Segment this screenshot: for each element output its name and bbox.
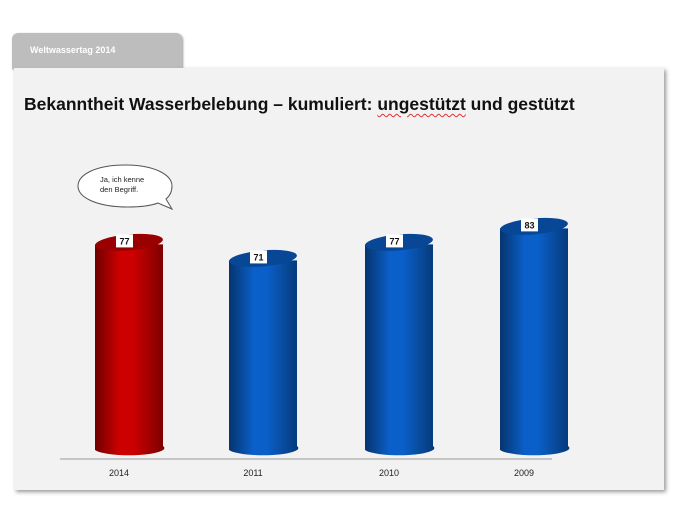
- bar-2009: 83: [500, 217, 570, 456]
- data-label: 77: [119, 236, 129, 246]
- bar-body: [95, 244, 165, 456]
- x-tick-label: 2010: [379, 468, 399, 478]
- bar-body: [500, 228, 570, 456]
- data-label: 71: [253, 252, 263, 262]
- bar-2010: 77: [365, 233, 435, 456]
- data-label: 77: [389, 236, 399, 246]
- tab-label: Weltwassertag 2014: [30, 45, 116, 55]
- data-label-box: [386, 234, 403, 248]
- bar-2011: 71: [229, 249, 299, 456]
- x-tick-label: 2014: [109, 468, 129, 478]
- x-tick-label: 2011: [243, 468, 262, 478]
- bar-body: [365, 244, 435, 456]
- title-part: Bekanntheit Wasserbelebung – kumuliert:: [24, 94, 378, 114]
- callout-line-1: Ja, ich kenne: [100, 175, 144, 184]
- chart-title: Bekanntheit Wasserbelebung – kumuliert: …: [24, 94, 575, 115]
- title-part: und gestützt: [465, 94, 575, 114]
- callout-line-2: den Begriff.: [100, 185, 138, 194]
- section-tab: Weltwassertag 2014: [12, 33, 182, 69]
- title-part-underlined: ungestützt: [377, 94, 466, 114]
- data-label: 83: [524, 220, 534, 230]
- data-label-box: [521, 218, 538, 232]
- callout-bubble: Ja, ich kenne den Begriff.: [77, 164, 174, 211]
- data-label-box: [250, 250, 267, 264]
- bar-body: [229, 260, 299, 456]
- data-label-box: [116, 234, 133, 248]
- bar-2014: 77: [95, 233, 165, 456]
- x-tick-label: 2009: [514, 468, 534, 478]
